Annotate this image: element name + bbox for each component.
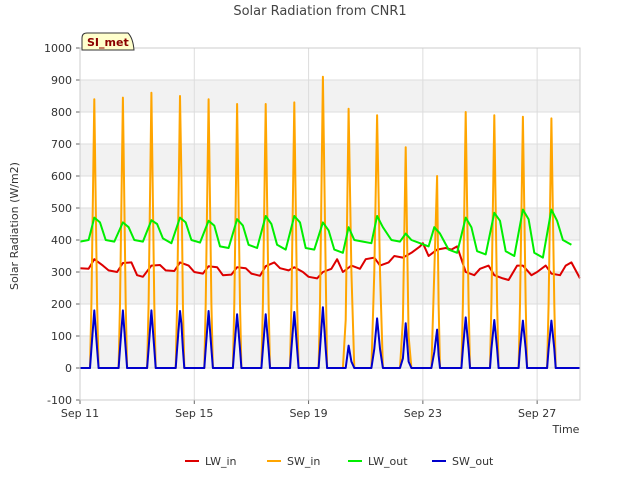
x-tick-label: Sep 11 xyxy=(61,407,99,420)
y-tick-label: 100 xyxy=(51,330,72,343)
y-tick-label: 1000 xyxy=(44,42,72,55)
x-tick-label: Sep 19 xyxy=(289,407,327,420)
plot-band xyxy=(80,176,580,208)
badge-label: SI_met xyxy=(87,36,129,49)
y-tick-label: 500 xyxy=(51,202,72,215)
plot-band xyxy=(80,144,580,176)
station-badge: SI_met xyxy=(81,32,135,51)
legend-label-lw-out: LW_out xyxy=(368,455,408,468)
plot-band xyxy=(80,80,580,112)
chart-title: Solar Radiation from CNR1 xyxy=(233,4,406,19)
legend-label-lw-in: LW_in xyxy=(205,455,237,468)
plot-frame xyxy=(79,47,581,401)
x-tick-label: Sep 27 xyxy=(518,407,556,420)
y-tick-label: 900 xyxy=(51,74,72,87)
legend: LW_in SW_in LW_out SW_out xyxy=(185,455,494,468)
plot-band xyxy=(80,112,580,144)
series-line-sw-out xyxy=(80,306,580,369)
plot-band xyxy=(80,368,580,400)
x-tick-label: Sep 23 xyxy=(404,407,442,420)
x-axis-label: Time xyxy=(552,423,580,436)
y-tick-label: 0 xyxy=(65,362,72,375)
y-tick-label: 300 xyxy=(51,266,72,279)
y-tick-label: 700 xyxy=(51,138,72,151)
series-line-sw-in xyxy=(80,75,580,369)
x-tick-label: Sep 15 xyxy=(175,407,213,420)
plot-band xyxy=(80,48,580,80)
series-line-lw-out xyxy=(79,208,572,259)
y-tick-label: 400 xyxy=(51,234,72,247)
y-tick-label: 200 xyxy=(51,298,72,311)
legend-label-sw-out: SW_out xyxy=(452,455,494,468)
badge-shape xyxy=(81,32,135,51)
y-axis-label: Solar Radiation (W/m2) xyxy=(8,162,21,290)
y-axis-ticks: -100 0 100 200 300 400 500 600 700 800 900 1000 xyxy=(44,42,80,407)
y-tick-label: -100 xyxy=(47,394,72,407)
data-series xyxy=(79,75,581,369)
y-tick-label: 800 xyxy=(51,106,72,119)
x-axis-ticks: Sep 11 Sep 15 Sep 19 Sep 23 Sep 27 xyxy=(61,400,556,420)
legend-label-sw-in: SW_in xyxy=(287,455,320,468)
y-tick-label: 600 xyxy=(51,170,72,183)
